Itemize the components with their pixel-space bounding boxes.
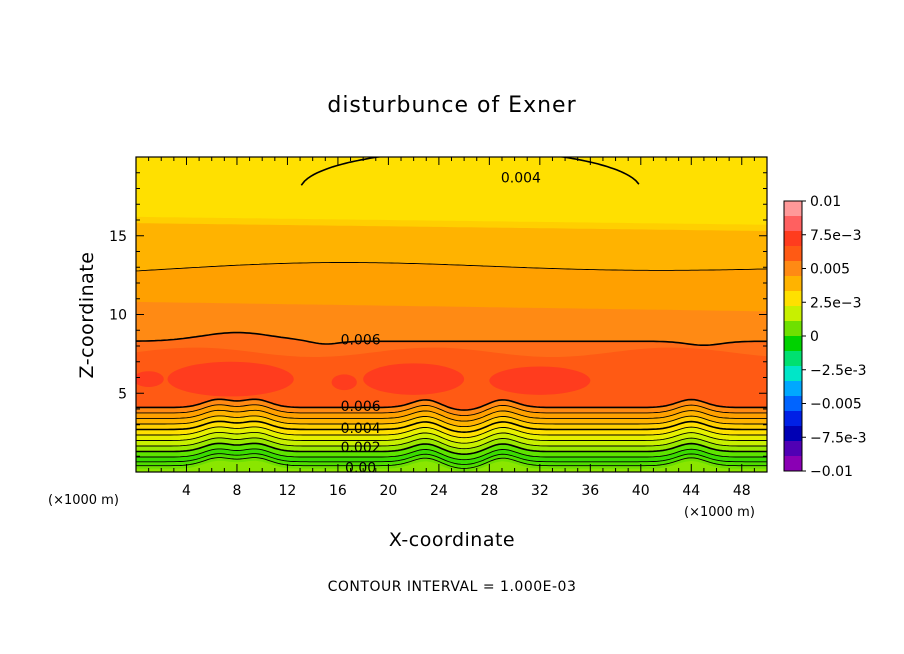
contour-label-3: 0.004 (341, 421, 381, 437)
colorbar-swatch-13 (784, 396, 802, 412)
contour-label-0: 0.004 (501, 170, 541, 186)
chart-title: disturbunce of Exner (327, 93, 576, 118)
core-blob-2 (489, 366, 591, 395)
contour-label-5: 0.00 (345, 460, 376, 476)
colorbar-label-5: −2.5e-3 (810, 363, 867, 379)
core-blob-1 (363, 363, 465, 395)
colorbar-swatch-10 (784, 351, 802, 367)
y-tick-label-15: 15 (109, 229, 127, 245)
colorbar-label-2: 0.005 (810, 262, 850, 278)
colorbar-swatch-4 (784, 261, 802, 277)
contour-interval-note: CONTOUR INTERVAL = 1.000E-03 (328, 579, 577, 595)
contour-lower-5 (136, 431, 767, 444)
contour-0.006-lower (136, 398, 767, 411)
contour-0.006-upper (136, 331, 767, 346)
x-tick-label-16: 16 (329, 483, 347, 499)
x-tick-label-8: 8 (232, 483, 241, 499)
contour-lower-7 (136, 442, 767, 456)
contour-plot-area (136, 157, 767, 472)
x-tick-label-12: 12 (279, 483, 297, 499)
colorbar-swatch-14 (784, 411, 802, 427)
colorbar-label-3: 2.5e−3 (810, 295, 862, 311)
colorbar-label-4: 0 (810, 329, 819, 345)
x-tick-label-24: 24 (430, 483, 448, 499)
x-tick-label-40: 40 (632, 483, 650, 499)
colorbar-swatch-0 (784, 201, 802, 217)
colorbar-swatch-2 (784, 231, 802, 247)
contour-lower-1 (136, 409, 767, 422)
colorbar-swatch-9 (784, 336, 802, 352)
x-tick-label-36: 36 (581, 483, 599, 499)
colorbar: 0.01 7.5e−3 0.005 2.5e−3 0 −2.5e-3 −0.005 −7.5e… (783, 194, 867, 480)
colorbar-swatch-7 (784, 306, 802, 322)
colorbar-swatch-1 (784, 216, 802, 232)
lower-band-12 (136, 460, 767, 472)
colorbar-swatch-15 (784, 426, 802, 442)
colorbar-label-0: 0.01 (810, 194, 841, 210)
colorbar-label-7: −7.5e-3 (810, 430, 867, 446)
colorbar-swatch-12 (784, 381, 802, 397)
colorbar-label-8: −0.01 (810, 464, 853, 480)
y-tick-label-10: 10 (109, 308, 127, 324)
contour-labels: 0.004 0.006 0.006 0.004 0.002 0.00 (341, 170, 541, 476)
x-tick-label-28: 28 (480, 483, 498, 499)
colorbar-swatch-8 (784, 321, 802, 337)
colorbar-swatch-5 (784, 276, 802, 292)
contour-0.005 (136, 262, 767, 272)
x-tick-label-48: 48 (733, 483, 751, 499)
x-tick-label-44: 44 (682, 483, 700, 499)
contour-lower-6 (136, 437, 767, 450)
contour-lower-8 (136, 448, 767, 461)
contour-0.004-top (300, 157, 640, 186)
colorbar-swatch-16 (784, 441, 802, 457)
colorbar-swatch-11 (784, 366, 802, 382)
core-blob-3 (136, 371, 164, 387)
y-axis-label: Z-coordinate (76, 252, 98, 379)
x-axis-label: X-coordinate (389, 529, 515, 551)
x-unit-right: (×1000 m) (684, 505, 755, 520)
core-blob-4 (331, 374, 357, 391)
x-tick-label-32: 32 (531, 483, 549, 499)
contour-lower-2 (136, 415, 767, 428)
contour-label-2: 0.006 (341, 399, 381, 415)
y-tick-label-5: 5 (118, 386, 127, 402)
x-unit-left: (×1000 m) (48, 493, 119, 508)
contour-label-4: 0.002 (341, 440, 381, 456)
x-tick-label-20: 20 (379, 483, 397, 499)
colorbar-swatch-6 (784, 291, 802, 307)
contour-lower-4 (136, 426, 767, 439)
core-blob-0 (167, 361, 294, 397)
colorbar-label-6: −0.005 (810, 397, 862, 413)
contour-lower-10 (136, 457, 767, 469)
colorbar-swatch-17 (784, 456, 802, 472)
colorbar-label-1: 7.5e−3 (810, 228, 862, 244)
x-tick-label-4: 4 (182, 483, 191, 499)
contour-lower-3 (136, 420, 767, 434)
contour-label-1: 0.006 (341, 333, 381, 349)
lower-band-11 (136, 457, 767, 472)
contour-lower-9 (136, 453, 767, 465)
colorbar-swatch-3 (784, 246, 802, 262)
contour-lower-0 (136, 404, 767, 417)
